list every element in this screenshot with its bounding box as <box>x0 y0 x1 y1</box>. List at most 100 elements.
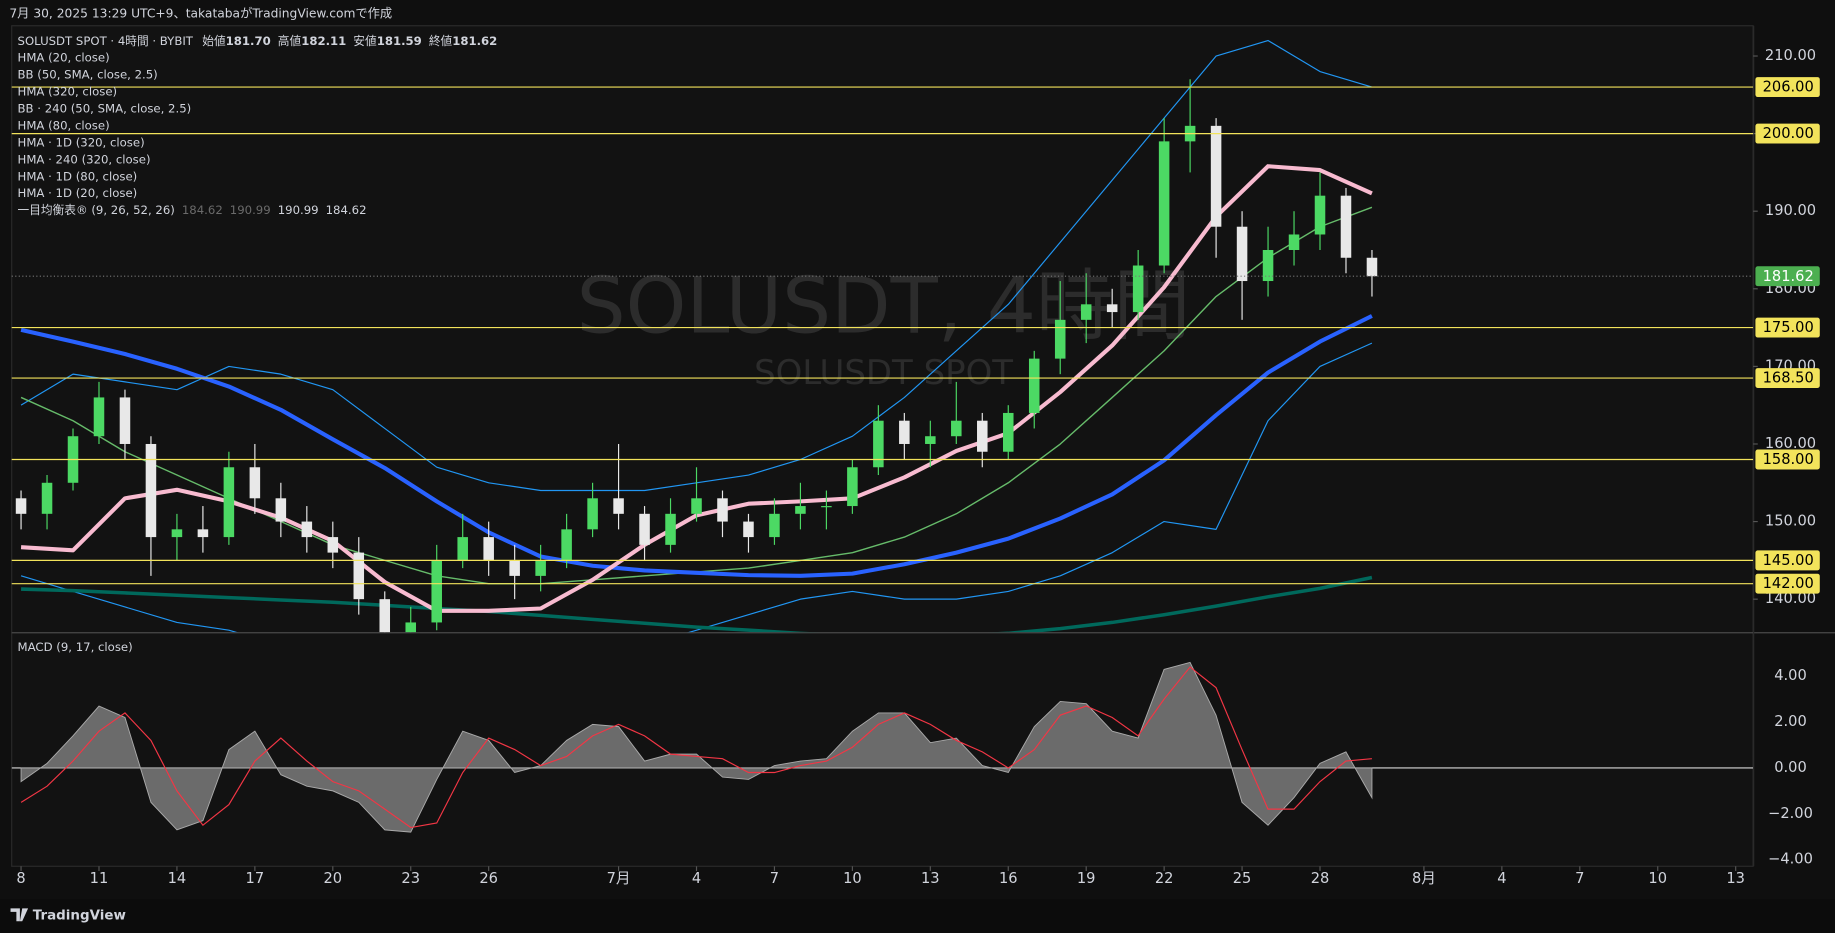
study-label: BB (50, SMA, close, 2.5) <box>18 67 158 81</box>
study-label: BB · 240 (50, SMA, close, 2.5) <box>18 101 192 115</box>
candle-body <box>1236 226 1248 282</box>
candle-body <box>561 529 572 561</box>
brand: TradingView <box>33 908 126 923</box>
study-label: HMA · 1D (320, close) <box>18 135 145 149</box>
candle-body <box>899 420 910 444</box>
ohlc-value: 181.59 <box>377 33 422 47</box>
signal-line <box>20 666 1372 829</box>
macd-tick-label: 2.00 <box>1774 713 1807 730</box>
candle-body <box>821 506 832 508</box>
macd-tick-label: 4.00 <box>1774 667 1807 684</box>
y-tick-label: 160.00 <box>1765 435 1816 452</box>
candle-body <box>1366 257 1378 277</box>
x-tick-label: 14 <box>168 870 187 887</box>
candle-body <box>353 552 365 600</box>
x-tick-label: 13 <box>1726 870 1745 887</box>
x-tick-label: 28 <box>1311 870 1330 887</box>
y-tick-label: 210.00 <box>1765 47 1816 64</box>
macd-title: MACD (9, 17, close) <box>18 640 133 654</box>
ohlc-label: 終値 <box>429 33 453 47</box>
x-tick-label: 17 <box>246 870 265 887</box>
level-label-box <box>1755 77 1820 98</box>
candle-body <box>1132 265 1144 313</box>
level-label-box <box>1755 449 1820 470</box>
axes: 210.00200.00190.00180.00170.00160.00150.… <box>11 47 1820 887</box>
candle-body <box>691 498 702 514</box>
x-tick-label: 20 <box>323 870 342 887</box>
level-label-box <box>1755 123 1820 144</box>
candle-body <box>1210 125 1222 227</box>
last-price-label: 181.62 <box>1763 268 1814 285</box>
x-tick-label: 8月 <box>1412 870 1436 887</box>
candle-body <box>171 529 183 538</box>
level-label: 206.00 <box>1763 79 1814 96</box>
study-label: HMA (80, close) <box>18 118 110 132</box>
candle-body <box>483 537 494 561</box>
overlay-line <box>20 342 1373 633</box>
caption: 7月 30, 2025 13:29 UTC+9、takatabaがTrading… <box>9 6 392 21</box>
candle-body <box>665 513 676 545</box>
level-label: 200.00 <box>1763 125 1814 142</box>
candle-body <box>119 397 131 444</box>
candle-body <box>977 420 988 452</box>
candle-body <box>457 537 468 561</box>
candle-body <box>1314 195 1326 235</box>
candle-body <box>275 498 287 522</box>
level-label: 158.00 <box>1763 451 1814 468</box>
level-label: 168.50 <box>1763 370 1814 387</box>
candle-body <box>1002 412 1014 452</box>
x-tick-label: 22 <box>1155 870 1174 887</box>
x-tick-label: 7 <box>770 870 779 887</box>
candle-body <box>1028 358 1040 413</box>
x-tick-label: 7月 <box>607 870 631 887</box>
candle-body <box>145 443 157 538</box>
study-label: HMA · 1D (20, close) <box>18 186 138 200</box>
candle-body <box>249 467 261 499</box>
candle-body <box>1106 304 1118 313</box>
ichimoku-value: 190.99 <box>278 203 319 217</box>
y-tick-label: 140.00 <box>1765 590 1816 607</box>
x-tick-label: 4 <box>1497 870 1506 887</box>
candle-body <box>717 498 728 522</box>
candle-body <box>379 599 391 633</box>
candle-body <box>223 467 235 538</box>
candle-body <box>1340 195 1352 258</box>
candle-body <box>15 498 27 514</box>
candle-body <box>925 436 936 444</box>
level-label: 175.00 <box>1763 319 1814 336</box>
level-label-box <box>1755 317 1820 338</box>
symbol-line: SOLUSDT SPOT · 4時間 · BYBIT 始値181.70 高値182.… <box>18 33 498 47</box>
candle-body <box>327 537 339 553</box>
candle-body <box>1262 249 1274 282</box>
symbol: SOLUSDT SPOT · 4時間 · BYBIT <box>18 33 194 47</box>
ohlc-value: 181.62 <box>452 33 497 47</box>
candle-body <box>431 560 442 623</box>
macd-tick-label: 0.00 <box>1774 759 1807 776</box>
x-tick-label: 7 <box>1575 870 1584 887</box>
study-label: HMA (20, close) <box>18 50 110 64</box>
macd-area <box>20 661 1373 833</box>
ohlc-value: 182.11 <box>301 33 346 47</box>
candle-body <box>795 506 806 514</box>
footer <box>0 899 1835 933</box>
candle-body <box>509 560 520 576</box>
candle-body <box>197 529 209 538</box>
x-tick-label: 10 <box>843 870 862 887</box>
candle-body <box>847 467 858 507</box>
x-tick-label: 8 <box>16 870 25 887</box>
watermark: SOLUSDT SPOT <box>754 353 1013 393</box>
level-label-box <box>1755 573 1820 594</box>
x-tick-label: 16 <box>999 870 1018 887</box>
candle-body <box>1158 141 1170 266</box>
level-label-box <box>1755 368 1820 388</box>
candle-body <box>301 521 313 538</box>
study-label: HMA · 240 (320, close) <box>18 152 151 166</box>
ohlc-label: 始値 <box>202 33 226 47</box>
x-tick-label: 26 <box>479 870 498 887</box>
ichimoku-value: 184.62 <box>326 203 367 217</box>
x-tick-label: 4 <box>692 870 701 887</box>
y-tick-label: 190.00 <box>1765 202 1816 219</box>
candle-body <box>587 498 598 530</box>
overlay-line <box>20 314 1373 578</box>
